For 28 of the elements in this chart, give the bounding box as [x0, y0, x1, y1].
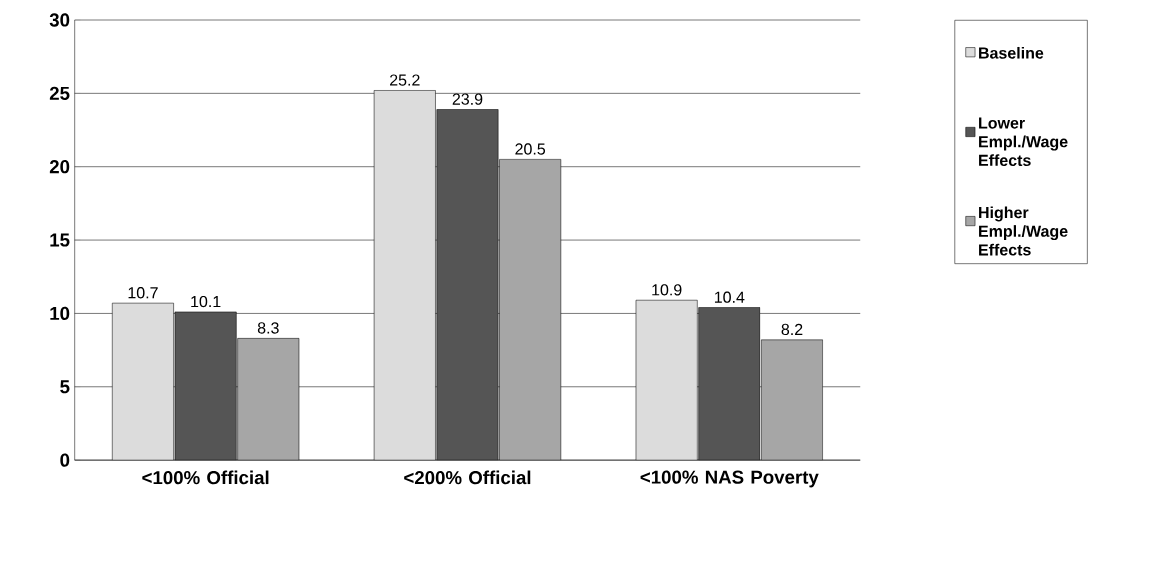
- y-tick-label: 5: [60, 380, 70, 394]
- y-tick-label: 0: [60, 453, 70, 467]
- data-label: 10.4: [714, 291, 745, 303]
- data-label: 25.2: [390, 74, 420, 86]
- bar: [373, 90, 436, 461]
- data-label: 20.5: [515, 143, 546, 155]
- x-tick-label: <100% NAS Poverty: [640, 470, 819, 488]
- y-tick-label: 10: [50, 306, 70, 321]
- bar: [237, 338, 300, 461]
- data-label: 10.7: [128, 287, 158, 299]
- y-tick-label: 15: [50, 233, 70, 247]
- y-tick-label: 25: [49, 86, 70, 101]
- bar: [635, 300, 698, 461]
- data-label: 8.3: [257, 322, 279, 334]
- y-tick-label: 20: [49, 160, 70, 174]
- bar: [761, 339, 823, 461]
- data-label: 8.2: [781, 323, 803, 336]
- bar: [112, 302, 174, 461]
- x-tick-label: <100% Official: [142, 470, 269, 485]
- legend-label: Baseline: [979, 47, 1044, 59]
- legend-label: Lower Empl./Wage Effects: [979, 117, 1068, 167]
- data-label: 10.9: [652, 284, 682, 296]
- data-label: 23.9: [452, 93, 483, 105]
- legend-label: Higher Empl./Wage Effects: [979, 206, 1068, 256]
- data-label: 10.1: [191, 295, 221, 308]
- y-tick-label: 30: [49, 13, 70, 27]
- x-tick-label: <200% Official: [404, 470, 531, 485]
- bar: [499, 159, 562, 461]
